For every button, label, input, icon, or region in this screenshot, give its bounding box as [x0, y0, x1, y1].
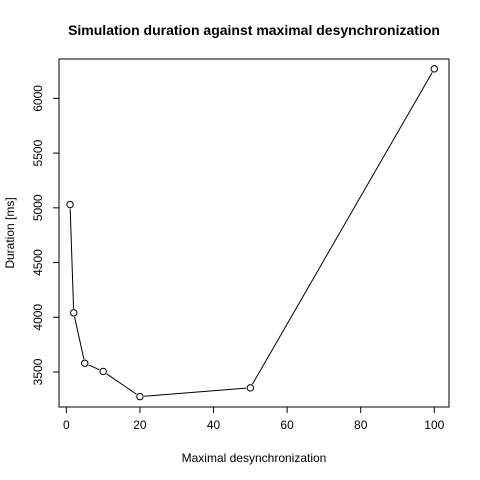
x-tick-label: 100: [424, 418, 444, 432]
data-point: [81, 359, 89, 367]
data-point: [246, 384, 255, 392]
data-point: [70, 309, 78, 317]
x-tick-label: 80: [354, 418, 368, 432]
series-segment: [251, 72, 433, 385]
x-axis: 0 20 40 60 80 100: [63, 406, 445, 432]
y-tick-label: 5000: [31, 194, 45, 221]
x-tick-label: 40: [207, 418, 221, 432]
data-point: [66, 200, 74, 209]
series-segment: [74, 316, 85, 360]
y-tick-label: 4000: [31, 304, 45, 331]
x-tick-label: 20: [133, 418, 147, 432]
data-point: [136, 392, 144, 401]
plot-frame: [58, 58, 450, 408]
data-point: [99, 367, 107, 376]
x-axis-label: Maximal desynchronization: [182, 451, 327, 465]
data-point: [430, 65, 438, 73]
series-segment: [144, 387, 247, 397]
y-tick-label: 5500: [31, 139, 45, 166]
x-tick-label: 60: [280, 418, 294, 432]
y-tick-label: 6000: [31, 85, 45, 112]
x-tick-label: 0: [63, 418, 70, 432]
y-axis: 3500 4000 4500 5000 5500 6000: [31, 85, 60, 385]
y-axis-label: Duration [ms]: [3, 197, 17, 268]
y-tick-label: 4500: [31, 249, 45, 276]
series-segment: [106, 373, 137, 395]
series-segment: [88, 364, 100, 371]
y-tick-label: 3500: [31, 358, 45, 385]
series-segment: [69, 208, 75, 309]
series-layer: [69, 72, 433, 397]
points-layer: [66, 65, 438, 401]
chart-title: Simulation duration against maximal desy…: [68, 22, 440, 38]
